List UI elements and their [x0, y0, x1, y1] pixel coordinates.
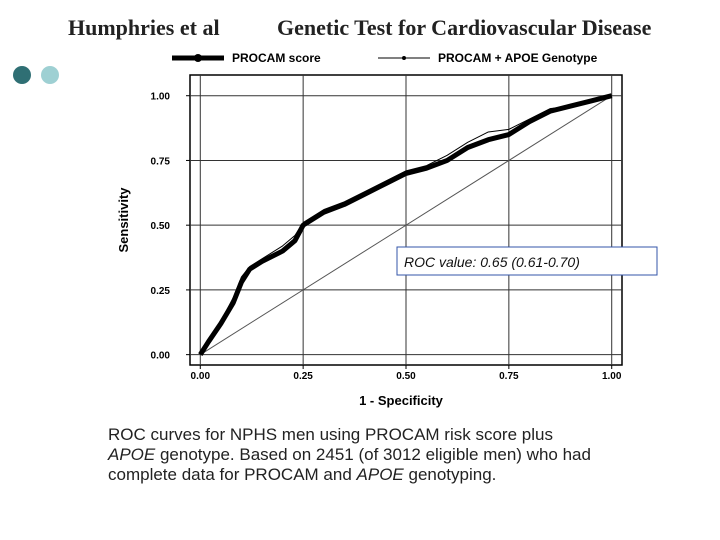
y-tick-label: 0.75 — [151, 156, 171, 167]
y-tick-label: 0.50 — [151, 221, 171, 232]
caption-line: APOE genotype. Based on 2451 (of 3012 el… — [107, 445, 591, 464]
y-tick-label: 0.00 — [151, 351, 171, 362]
caption: ROC curves for NPHS men using PROCAM ris… — [107, 425, 591, 484]
caption-run: complete data for PROCAM and — [108, 465, 357, 484]
caption-run: genotype. Based on 2451 (of 3012 eligibl… — [155, 445, 591, 464]
decor-dot — [13, 66, 31, 84]
caption-run: APOE — [107, 445, 156, 464]
x-tick-label: 0.25 — [293, 371, 313, 382]
x-tick-label: 0.75 — [499, 371, 519, 382]
legend-marker — [402, 56, 406, 60]
chance-line — [200, 95, 612, 356]
author: Humphries et al — [68, 15, 220, 40]
y-axis-label: Sensitivity — [116, 187, 131, 253]
x-tick-label: 0.00 — [191, 371, 211, 382]
caption-line: ROC curves for NPHS men using PROCAM ris… — [108, 425, 553, 444]
caption-run: genotyping. — [404, 465, 497, 484]
roc-line — [199, 95, 612, 355]
caption-run: ROC curves for NPHS men using PROCAM ris… — [108, 425, 553, 444]
annotation: ROC value: 0.65 (0.61-0.70) — [404, 254, 580, 270]
y-tick-label: 1.00 — [151, 92, 171, 103]
roc-line — [198, 93, 613, 356]
slide-title: Genetic Test for Cardiovascular Disease — [277, 15, 652, 40]
y-tick-label: 0.25 — [151, 286, 171, 297]
caption-line: complete data for PROCAM and APOE genoty… — [108, 465, 496, 484]
legend-marker — [194, 54, 202, 62]
x-tick-label: 0.50 — [396, 371, 416, 382]
legend-label: PROCAM score — [232, 51, 321, 65]
x-axis-label: 1 - Specificity — [359, 393, 444, 408]
x-tick-label: 1.00 — [602, 371, 622, 382]
legend-label: PROCAM + APOE Genotype — [438, 51, 598, 65]
caption-run: APOE — [356, 465, 405, 484]
decor-dot — [41, 66, 59, 84]
annotation-box — [396, 246, 658, 276]
